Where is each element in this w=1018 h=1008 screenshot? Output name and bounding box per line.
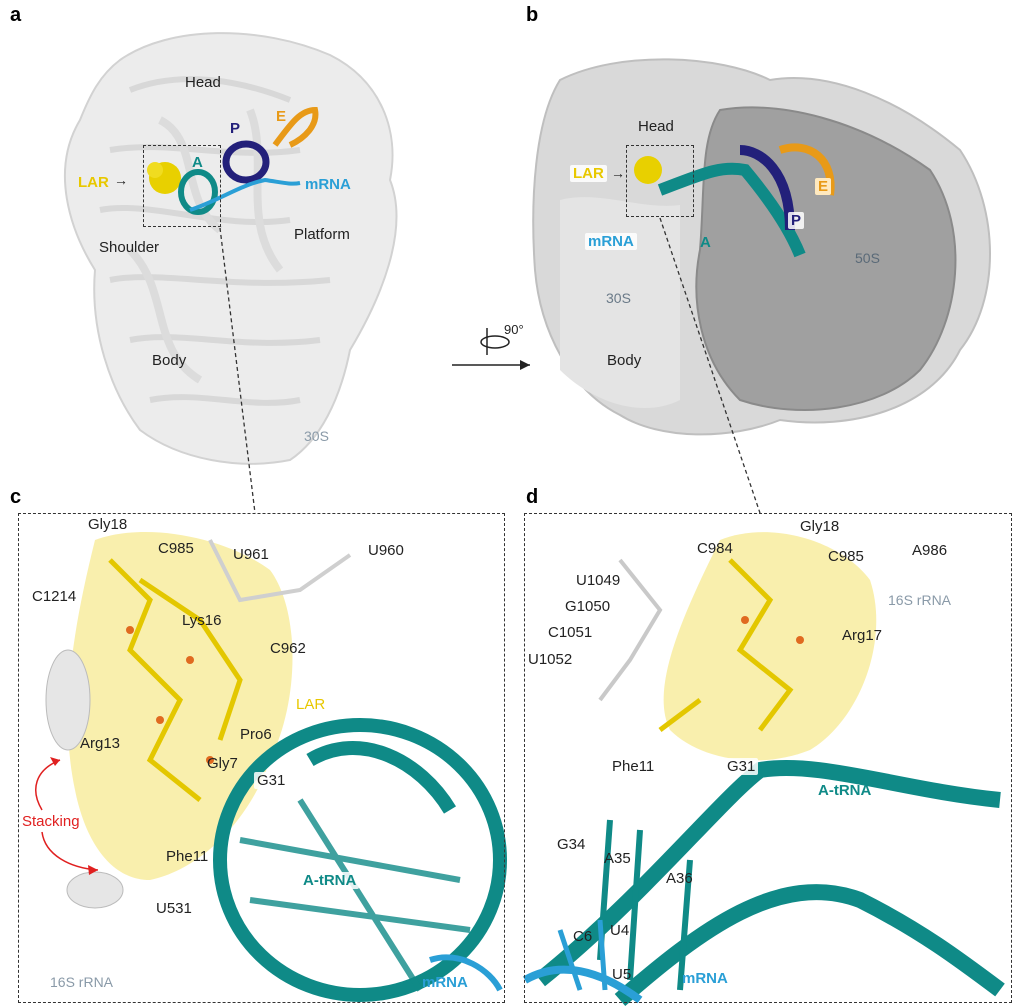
atrna-label-c: A-tRNA — [300, 872, 360, 889]
res-gly18-c: Gly18 — [88, 516, 128, 533]
res-g34: G34 — [557, 836, 586, 853]
res-c1051: C1051 — [548, 624, 593, 641]
e-site-label-b: E — [815, 178, 832, 195]
panel-c-frame — [18, 513, 505, 1003]
p-site-label-b: P — [788, 212, 805, 229]
head-label: Head — [185, 74, 221, 91]
lar-arrow-icon-b: → — [611, 165, 625, 181]
res-c984: C984 — [697, 540, 733, 557]
res-u531: U531 — [156, 900, 192, 917]
res-g31-c: G31 — [254, 772, 289, 789]
res-a986: A986 — [912, 542, 948, 559]
res-arg13: Arg13 — [80, 735, 121, 752]
mrna-label-d: mRNA — [682, 970, 728, 987]
subunit-30s-label-b: 30S — [606, 290, 631, 306]
body-label: Body — [152, 352, 187, 369]
a-site-label: A — [192, 154, 203, 171]
body-label-b: Body — [607, 352, 642, 369]
res-c962: C962 — [270, 640, 306, 657]
res-u1049: U1049 — [576, 572, 621, 589]
lar-label: LAR — [78, 174, 109, 191]
res-c985-c: C985 — [158, 540, 194, 557]
e-site-label: E — [276, 108, 287, 125]
res-u4: U4 — [610, 922, 630, 939]
stacking-label: Stacking — [22, 813, 80, 830]
res-pro6: Pro6 — [240, 726, 272, 743]
platform-label: Platform — [294, 226, 350, 243]
res-u1052: U1052 — [528, 651, 573, 668]
res-gly7: Gly7 — [207, 755, 238, 772]
res-a36: A36 — [666, 870, 693, 887]
head-label-b: Head — [638, 118, 674, 135]
res-c6: C6 — [573, 928, 593, 945]
panel-d-frame — [524, 513, 1012, 1003]
res-lys16: Lys16 — [182, 612, 222, 629]
panel-a-ribosome-cartoon — [64, 32, 398, 465]
res-arg17: Arg17 — [842, 627, 883, 644]
subunit-30s-label: 30S — [304, 428, 329, 444]
res-c1214: C1214 — [32, 588, 77, 605]
lar-zoom-box — [143, 145, 221, 227]
res-phe11-d: Phe11 — [612, 758, 655, 775]
panel-b-letter: b — [526, 4, 539, 26]
res-phe11-c: Phe11 — [166, 848, 209, 865]
res-a35: A35 — [604, 850, 631, 867]
res-u961: U961 — [233, 546, 269, 563]
lar-arrow-icon: → — [114, 172, 128, 188]
res-g31-d: G31 — [724, 758, 759, 775]
atrna-label-d: A-tRNA — [818, 782, 872, 799]
res-gly18-d: Gly18 — [800, 518, 840, 535]
res-c985-d: C985 — [828, 548, 864, 565]
rotation-label: 90° — [504, 322, 524, 337]
mrna-label-c: mRNA — [422, 974, 468, 991]
res-u5: U5 — [612, 966, 632, 983]
rotation-arrow — [452, 328, 530, 370]
p-site-label: P — [230, 120, 241, 137]
mrna-label: mRNA — [305, 176, 351, 193]
lar-zoom-box-b — [626, 145, 694, 217]
panel-d-structure — [523, 532, 1005, 1007]
rrna-label-d: 16S rRNA — [888, 592, 952, 608]
panel-a-letter: a — [10, 4, 22, 26]
panel-d-letter: d — [526, 486, 539, 508]
res-u960: U960 — [368, 542, 404, 559]
subunit-50s-label: 50S — [855, 250, 880, 266]
a-site-label-b: A — [700, 234, 711, 251]
panel-c-structure — [35, 531, 507, 1002]
panel-c-letter: c — [10, 486, 22, 508]
shoulder-label: Shoulder — [99, 239, 160, 256]
rrna-label-c: 16S rRNA — [50, 974, 114, 990]
lar-label-b: LAR — [570, 165, 607, 182]
lar-label-c: LAR — [296, 696, 326, 713]
res-g1050: G1050 — [565, 598, 611, 615]
mrna-label-b: mRNA — [585, 233, 637, 250]
